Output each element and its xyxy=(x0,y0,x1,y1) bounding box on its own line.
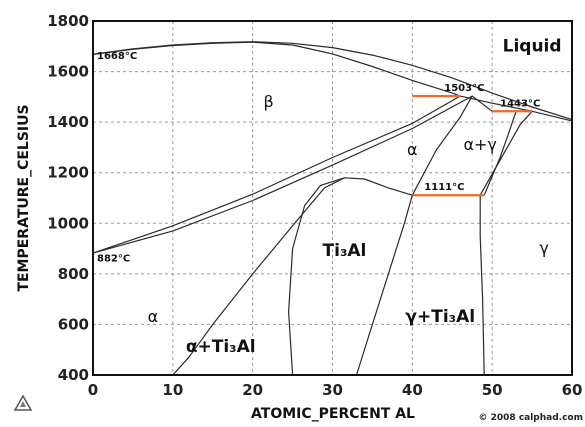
x-tick-label: 10 xyxy=(162,381,183,399)
phase-boundary-line xyxy=(411,95,473,196)
y-axis-title: TEMPERATURE_CELSIUS xyxy=(16,104,32,291)
phase-boundary-line xyxy=(92,41,573,122)
tick-labels: 0 10 20 30 40 50 60 400 600 800 1000 1200 1400 1600 18… xyxy=(47,12,582,399)
temperature-label: 1111°C xyxy=(424,182,464,193)
x-tick-label: 60 xyxy=(562,381,583,399)
temperature-label: 1443°C xyxy=(500,98,540,109)
temperature-label: 1668°C xyxy=(97,51,137,62)
phase-label: γ xyxy=(539,239,548,258)
logo-icon xyxy=(13,394,33,411)
y-tick-label: 1200 xyxy=(47,164,89,182)
phase-labels: Liquid β α α+γ Ti₃Al γ α γ+Ti₃Al α+Ti₃Al xyxy=(148,36,562,357)
temperature-label: 882°C xyxy=(97,254,130,265)
temperature-labels: 1668°C 882°C 1503°C 1443°C 1111°C xyxy=(97,51,540,265)
phase-label: Ti₃Al xyxy=(323,241,367,261)
phase-boundary-curves xyxy=(92,41,573,376)
phase-label: α xyxy=(148,307,159,326)
grid-lines xyxy=(92,20,573,376)
phase-boundary-line xyxy=(479,110,533,196)
x-tick-label: 20 xyxy=(242,381,263,399)
phase-boundary-line xyxy=(172,177,413,376)
y-tick-label: 1000 xyxy=(47,214,89,232)
phase-label: α+Ti₃Al xyxy=(186,337,256,357)
phase-label: Liquid xyxy=(503,36,562,56)
phase-boundary-line xyxy=(483,111,517,196)
x-axis-title: ATOMIC_PERCENT AL xyxy=(251,406,415,422)
x-tick-label: 50 xyxy=(482,381,503,399)
y-tick-label: 600 xyxy=(58,315,89,333)
phase-label: γ+Ti₃Al xyxy=(405,307,475,327)
phase-boundary-line xyxy=(288,177,345,376)
plot-frame xyxy=(92,20,573,376)
phase-label: α+γ xyxy=(463,135,496,154)
temperature-label: 1503°C xyxy=(444,83,484,94)
x-tick-label: 40 xyxy=(402,381,423,399)
phase-boundary-line xyxy=(479,195,485,376)
y-tick-label: 1400 xyxy=(47,113,89,131)
phase-boundary-line xyxy=(92,95,461,254)
y-tick-label: 800 xyxy=(58,265,89,283)
isotherm-lines xyxy=(412,94,533,197)
phase-boundary-line xyxy=(355,195,413,376)
phase-boundary-line xyxy=(92,95,533,254)
copyright-credit: © 2008 calphad.com xyxy=(479,413,584,423)
phase-label: β xyxy=(264,92,274,111)
y-tick-label: 1800 xyxy=(47,12,89,30)
phase-label: α xyxy=(407,140,418,159)
x-tick-label: 0 xyxy=(88,381,98,399)
y-tick-label: 1600 xyxy=(47,63,89,81)
y-tick-label: 400 xyxy=(58,366,89,384)
x-tick-label: 30 xyxy=(322,381,343,399)
